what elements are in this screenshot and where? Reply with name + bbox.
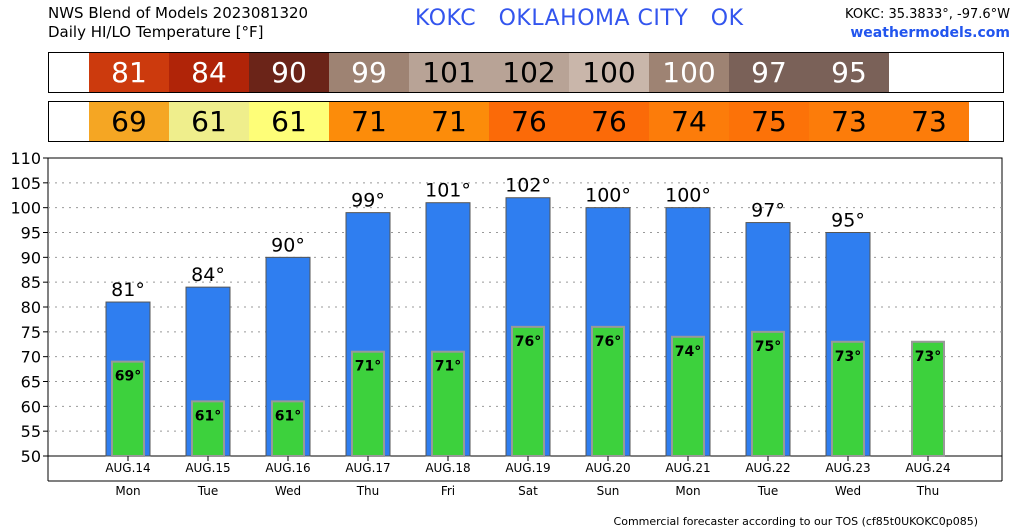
y-tick-label: 70: [21, 348, 41, 367]
x-weekday-label: Fri: [441, 484, 455, 498]
station-title: KOKC OKLAHOMA CITY OK: [415, 6, 744, 31]
y-tick-label: 105: [10, 174, 41, 193]
x-weekday-label: Tue: [757, 484, 779, 498]
low-strip-cell: 71: [409, 102, 489, 141]
high-strip-cell: 100: [569, 53, 649, 92]
y-tick-label: 65: [21, 373, 41, 392]
low-value-label: 71°: [355, 359, 381, 375]
footer-note: Commercial forecaster according to our T…: [613, 515, 978, 528]
y-tick-label: 60: [21, 397, 41, 416]
high-temperature-strip: 81 84 90 99 101 102 100 100 97 95: [48, 52, 1004, 93]
low-bar: [191, 400, 225, 458]
low-value-label: 61°: [275, 408, 301, 424]
website-link[interactable]: weathermodels.com: [850, 25, 1010, 41]
low-value-label: 61°: [195, 408, 221, 424]
high-strip-cell: 81: [89, 53, 169, 92]
x-weekday-label: Tue: [197, 484, 219, 498]
x-weekday-label: Wed: [275, 484, 301, 498]
low-bar: [671, 335, 705, 457]
y-tick-label: 100: [10, 199, 41, 218]
y-tick-label: 80: [21, 298, 41, 317]
high-value-label: 100°: [585, 185, 631, 207]
header-left: NWS Blend of Models 2023081320 Daily HI/…: [48, 4, 308, 42]
x-date-label: AUG.24: [905, 461, 950, 475]
low-value-label: 71°: [435, 359, 461, 375]
high-strip-cell: 100: [649, 53, 729, 92]
low-value-label: 76°: [595, 334, 621, 350]
x-weekday-label: Mon: [115, 484, 140, 498]
high-value-label: 81°: [111, 279, 145, 301]
model-run-title: NWS Blend of Models 2023081320: [48, 4, 309, 22]
x-weekday-label: Mon: [675, 484, 700, 498]
chart-subtitle: Daily HI/LO Temperature [°F]: [48, 23, 264, 41]
x-weekday-label: Thu: [916, 484, 940, 498]
low-strip-cell: 71: [329, 102, 409, 141]
y-tick-label: 50: [21, 447, 41, 466]
low-strip-cell: 73: [889, 102, 969, 141]
high-value-label: 100°: [665, 185, 711, 207]
y-tick-label: 110: [10, 149, 41, 168]
low-bar: [351, 350, 385, 458]
high-value-label: 97°: [751, 200, 785, 222]
high-strip-cell: 101: [409, 53, 489, 92]
x-date-label: AUG.19: [505, 461, 550, 475]
high-strip-cell: 102: [489, 53, 569, 92]
x-date-label: AUG.16: [265, 461, 310, 475]
low-bar: [271, 400, 305, 458]
y-tick-label: 55: [21, 422, 41, 441]
high-strip-cell: 84: [169, 53, 249, 92]
x-date-label: AUG.22: [745, 461, 790, 475]
high-value-label: 101°: [425, 180, 471, 202]
low-value-label: 73°: [915, 349, 941, 365]
x-date-label: AUG.18: [425, 461, 470, 475]
high-value-label: 90°: [271, 234, 305, 256]
header-right: KOKC: 35.3833°, -97.6°W weathermodels.co…: [845, 5, 1010, 43]
low-value-label: 74°: [675, 344, 701, 360]
low-strip-cell: 76: [569, 102, 649, 141]
x-weekday-label: Sat: [518, 484, 538, 498]
y-tick-label: 90: [21, 248, 41, 267]
low-bar: [431, 350, 465, 458]
high-strip-cell: 99: [329, 53, 409, 92]
low-value-label: 69°: [115, 369, 141, 385]
low-bar: [111, 360, 145, 457]
low-value-label: 73°: [835, 349, 861, 365]
x-date-label: AUG.23: [825, 461, 870, 475]
high-strip-cell: 95: [809, 53, 889, 92]
low-strip-cell: 75: [729, 102, 809, 141]
x-date-label: AUG.15: [185, 461, 230, 475]
low-strip-cell: 76: [489, 102, 569, 141]
high-value-label: 99°: [351, 190, 385, 212]
low-bar: [511, 325, 545, 457]
low-value-label: 76°: [515, 334, 541, 350]
high-value-label: 95°: [831, 210, 865, 232]
high-value-label: 84°: [191, 264, 225, 286]
high-strip-cell: 97: [729, 53, 809, 92]
y-tick-label: 95: [21, 224, 41, 243]
y-tick-label: 85: [21, 273, 41, 292]
low-temperature-strip: 69 61 61 71 71 76 76 74 75 73 73: [48, 101, 1004, 142]
x-weekday-label: Sun: [597, 484, 620, 498]
high-strip-cell: 90: [249, 53, 329, 92]
low-value-label: 75°: [755, 339, 781, 355]
low-bar: [591, 325, 625, 457]
x-date-label: AUG.17: [345, 461, 390, 475]
low-strip-cell: 69: [89, 102, 169, 141]
y-tick-label: 75: [21, 323, 41, 342]
x-date-label: AUG.21: [665, 461, 710, 475]
low-strip-cell: 74: [649, 102, 729, 141]
low-strip-cell: 61: [169, 102, 249, 141]
x-weekday-label: Thu: [356, 484, 380, 498]
station-coordinates: KOKC: 35.3833°, -97.6°W: [845, 7, 1010, 22]
x-date-label: AUG.14: [105, 461, 150, 475]
high-value-label: 102°: [505, 175, 551, 197]
x-weekday-label: Wed: [835, 484, 861, 498]
low-strip-cell: 61: [249, 102, 329, 141]
low-strip-cell: 73: [809, 102, 889, 141]
x-date-label: AUG.20: [585, 461, 630, 475]
